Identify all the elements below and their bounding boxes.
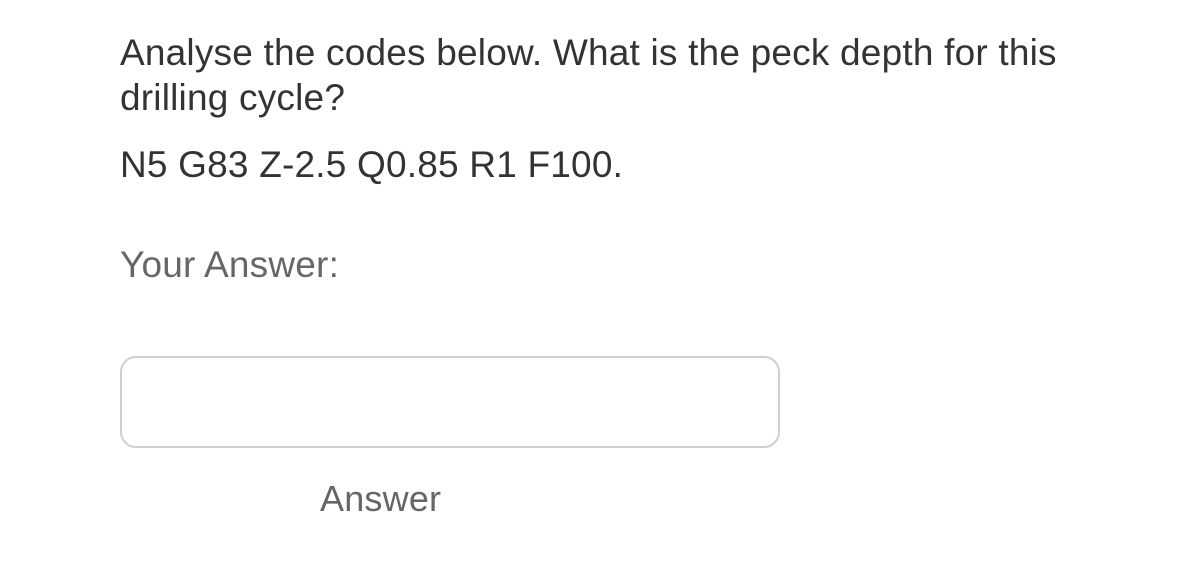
question-container: Analyse the codes below. What is the pec… [0, 0, 1200, 520]
answer-button[interactable]: Answer [320, 478, 441, 520]
answer-input[interactable] [120, 356, 780, 448]
question-code-line: N5 G83 Z-2.5 Q0.85 R1 F100. [120, 142, 1080, 188]
your-answer-label: Your Answer: [120, 244, 1080, 286]
answer-button-row: Answer [120, 478, 1080, 520]
question-prompt: Analyse the codes below. What is the pec… [120, 30, 1080, 120]
